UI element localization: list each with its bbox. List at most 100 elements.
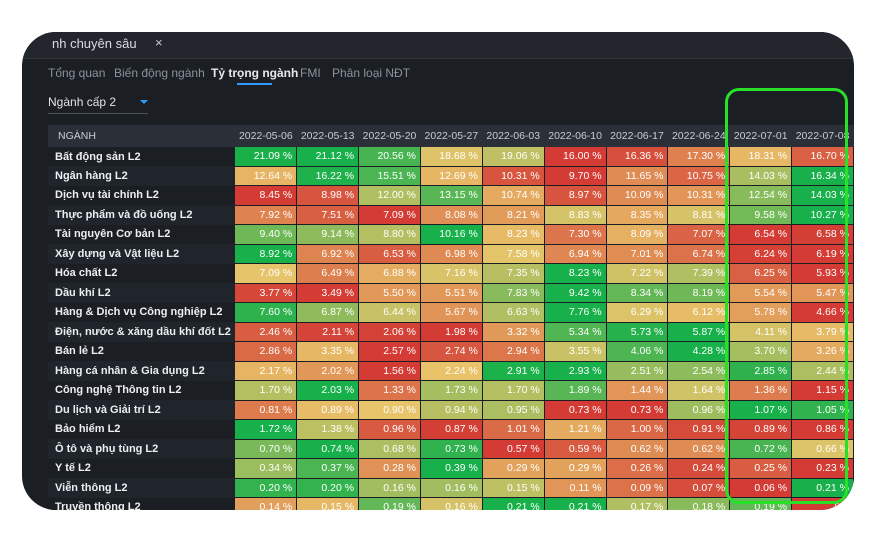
industry-name: Dịch vụ tài chính L2 xyxy=(48,185,235,205)
weight-cell: 3.32 % xyxy=(482,322,545,342)
weight-cell: 0.66 % xyxy=(791,439,854,459)
weight-cell: 0.39 % xyxy=(420,458,483,479)
weight-cell: 7.30 % xyxy=(544,224,607,245)
weight-cell: 0.28 % xyxy=(358,458,421,479)
weight-cell: 3.79 % xyxy=(791,322,854,342)
weight-cell: 6.25 % xyxy=(729,263,793,284)
weight-cell: 0.11 % xyxy=(544,478,607,498)
weight-cell: 4.66 % xyxy=(791,302,854,323)
table-row[interactable]: Ô tô và phụ tùng L2 0.70 % 0.74 % 0.68 % 0.7… xyxy=(48,439,854,459)
weight-cell: 6.12 % xyxy=(667,302,731,323)
weight-cell: 2.24 % xyxy=(420,361,483,381)
weight-cell: 6.98 % xyxy=(420,244,483,264)
table-row[interactable]: Truyền thông L2 0.14 % 0.15 % 0.19 % 0.16 % 0… xyxy=(48,497,854,510)
industry-name: Bất động sản L2 xyxy=(48,147,235,166)
weight-cell: 10.31 % xyxy=(482,166,545,186)
table-row[interactable]: Ngân hàng L2 12.64 % 16.22 % 15.51 % 12.69 %… xyxy=(48,166,854,186)
weight-cell: 0.72 % xyxy=(729,439,793,459)
column-header-date[interactable]: 2022-05-06 xyxy=(234,125,297,147)
weight-cell: 14.03 % xyxy=(729,166,793,186)
table-row[interactable]: Xây dựng và Vật liệu L2 8.92 % 6.92 % 6.53 … xyxy=(48,244,854,264)
weight-cell: 1.64 % xyxy=(667,380,731,401)
weight-cell: 6.88 % xyxy=(358,263,421,284)
table-row[interactable]: Y tế L2 0.34 % 0.37 % 0.28 % 0.39 % 0.29 % 0.2… xyxy=(48,458,854,479)
heatmap-table: NGÀNH 2022-05-06 2022-05-13 2022-05-20 2022-… xyxy=(48,125,854,510)
tab-0[interactable]: Tổng quan xyxy=(48,66,106,80)
weight-cell: 8.97 % xyxy=(544,185,607,206)
column-header-date[interactable]: 2022-05-13 xyxy=(296,125,359,147)
tab-3[interactable]: FMI xyxy=(300,66,321,80)
weight-cell: 6.44 % xyxy=(358,302,421,323)
table-row[interactable]: Bất động sản L2 21.09 % 21.12 % 20.56 % 18.6… xyxy=(48,147,854,167)
table-row[interactable]: Viễn thông L2 0.20 % 0.20 % 0.16 % 0.16 % 0.1… xyxy=(48,478,854,498)
weight-cell: 1.38 % xyxy=(296,419,360,440)
table-row[interactable]: Điện, nước & xăng dầu khí đốt L2 2.46 % 2.… xyxy=(48,322,854,342)
weight-cell: 0.20 % xyxy=(234,478,298,498)
table-row[interactable]: Hàng & Dịch vụ Công nghiệp L2 7.60 % 6.87 … xyxy=(48,302,854,323)
weight-cell: 0.29 % xyxy=(482,458,545,479)
table-row[interactable]: Hóa chất L2 7.09 % 6.49 % 6.88 % 7.16 % 7.35 … xyxy=(48,263,854,284)
weight-cell: 1.70 % xyxy=(482,380,545,401)
weight-cell: 1.00 % xyxy=(606,419,669,440)
weight-cell: 8.34 % xyxy=(606,283,669,303)
weight-cell: 8.23 % xyxy=(544,263,607,284)
table-row[interactable]: Hàng cá nhân & Gia dụng L2 2.17 % 2.02 % 1.… xyxy=(48,361,854,381)
weight-cell: 0.06 % xyxy=(729,478,793,498)
close-icon[interactable]: × xyxy=(155,35,163,50)
weight-cell: 4.06 % xyxy=(606,341,669,362)
column-header-date[interactable]: 2022-06-24 xyxy=(667,125,730,147)
weight-cell: 0.73 % xyxy=(606,400,669,420)
weight-cell: 10.09 % xyxy=(606,185,669,206)
weight-cell: 2.85 % xyxy=(729,361,793,381)
weight-cell: 6.54 % xyxy=(729,224,793,245)
weight-cell: 9.40 % xyxy=(234,224,298,245)
weight-cell: 6.53 % xyxy=(358,244,421,264)
column-header-date[interactable]: 2022-05-20 xyxy=(358,125,421,147)
weight-cell: 2.74 % xyxy=(420,341,483,362)
industry-name: Công nghệ Thông tin L2 xyxy=(48,380,235,400)
weight-cell: 16.70 % xyxy=(791,147,854,167)
weight-cell: 6.49 % xyxy=(296,263,360,284)
industry-name: Viễn thông L2 xyxy=(48,478,235,498)
weight-cell: 8.35 % xyxy=(606,205,669,225)
weight-cell: 0.18 % xyxy=(667,497,731,510)
table-row[interactable]: Bán lẻ L2 2.86 % 3.35 % 2.57 % 2.74 % 2.94 % 3… xyxy=(48,341,854,362)
column-header-date[interactable]: 2022-07-08 xyxy=(791,125,854,147)
column-header-date[interactable]: 2022-06-10 xyxy=(544,125,607,147)
weight-cell: 5.47 % xyxy=(791,283,854,303)
column-header-date[interactable]: 2022-06-03 xyxy=(482,125,545,147)
weight-cell: 8.80 % xyxy=(358,224,421,245)
weight-cell: 6.87 % xyxy=(296,302,360,323)
table-row[interactable]: Dầu khí L2 3.77 % 3.49 % 5.50 % 5.51 % 7.83 %… xyxy=(48,283,854,303)
weight-cell: 5.34 % xyxy=(544,322,607,342)
window-title: nh chuyên sâu xyxy=(52,36,137,51)
column-header-date[interactable]: 2022-06-17 xyxy=(606,125,668,147)
column-header-date[interactable]: 2022-05-27 xyxy=(420,125,483,147)
industry-level-dropdown[interactable]: Ngành cấp 2 xyxy=(48,95,148,114)
weight-cell: 6.58 % xyxy=(791,224,854,245)
weight-cell: 7.22 % xyxy=(606,263,669,284)
table-row[interactable]: Bảo hiểm L2 1.72 % 1.38 % 0.96 % 0.87 % 1.01 … xyxy=(48,419,854,440)
weight-cell: 2.57 % xyxy=(358,341,421,362)
column-header-date[interactable]: 2022-07-01 xyxy=(729,125,792,147)
weight-cell: 0.95 % xyxy=(482,400,545,420)
weight-cell: 21.12 % xyxy=(296,147,360,167)
tab-1[interactable]: Biến động ngành xyxy=(114,66,205,80)
tab-2[interactable]: Tỷ trọng ngành xyxy=(211,66,299,85)
industry-name: Xây dựng và Vật liệu L2 xyxy=(48,244,235,264)
tab-4[interactable]: Phân loại NĐT xyxy=(332,66,411,80)
weight-cell: 0.16 % xyxy=(420,497,483,510)
industry-name: Tài nguyên Cơ bản L2 xyxy=(48,224,235,244)
weight-cell: 0.87 % xyxy=(420,419,483,440)
table-row[interactable]: Tài nguyên Cơ bản L2 9.40 % 9.14 % 8.80 % 10… xyxy=(48,224,854,245)
weight-cell: 6.92 % xyxy=(296,244,360,264)
industry-name: Y tế L2 xyxy=(48,458,235,478)
weight-cell: 0.96 % xyxy=(667,400,731,420)
table-row[interactable]: Thực phẩm và đồ uống L2 7.92 % 7.51 % 7.09 … xyxy=(48,205,854,225)
table-row[interactable]: Du lịch và Giải trí L2 0.81 % 0.89 % 0.90 %… xyxy=(48,400,854,420)
table-body: Bất động sản L2 21.09 % 21.12 % 20.56 % 18.6… xyxy=(48,147,854,510)
column-header-name[interactable]: NGÀNH xyxy=(48,125,235,147)
weight-cell: 0.73 % xyxy=(544,400,607,420)
table-row[interactable]: Công nghệ Thông tin L2 1.70 % 2.03 % 1.33 %… xyxy=(48,380,854,401)
table-row[interactable]: Dịch vụ tài chính L2 8.45 % 8.98 % 12.00 % 1… xyxy=(48,185,854,206)
